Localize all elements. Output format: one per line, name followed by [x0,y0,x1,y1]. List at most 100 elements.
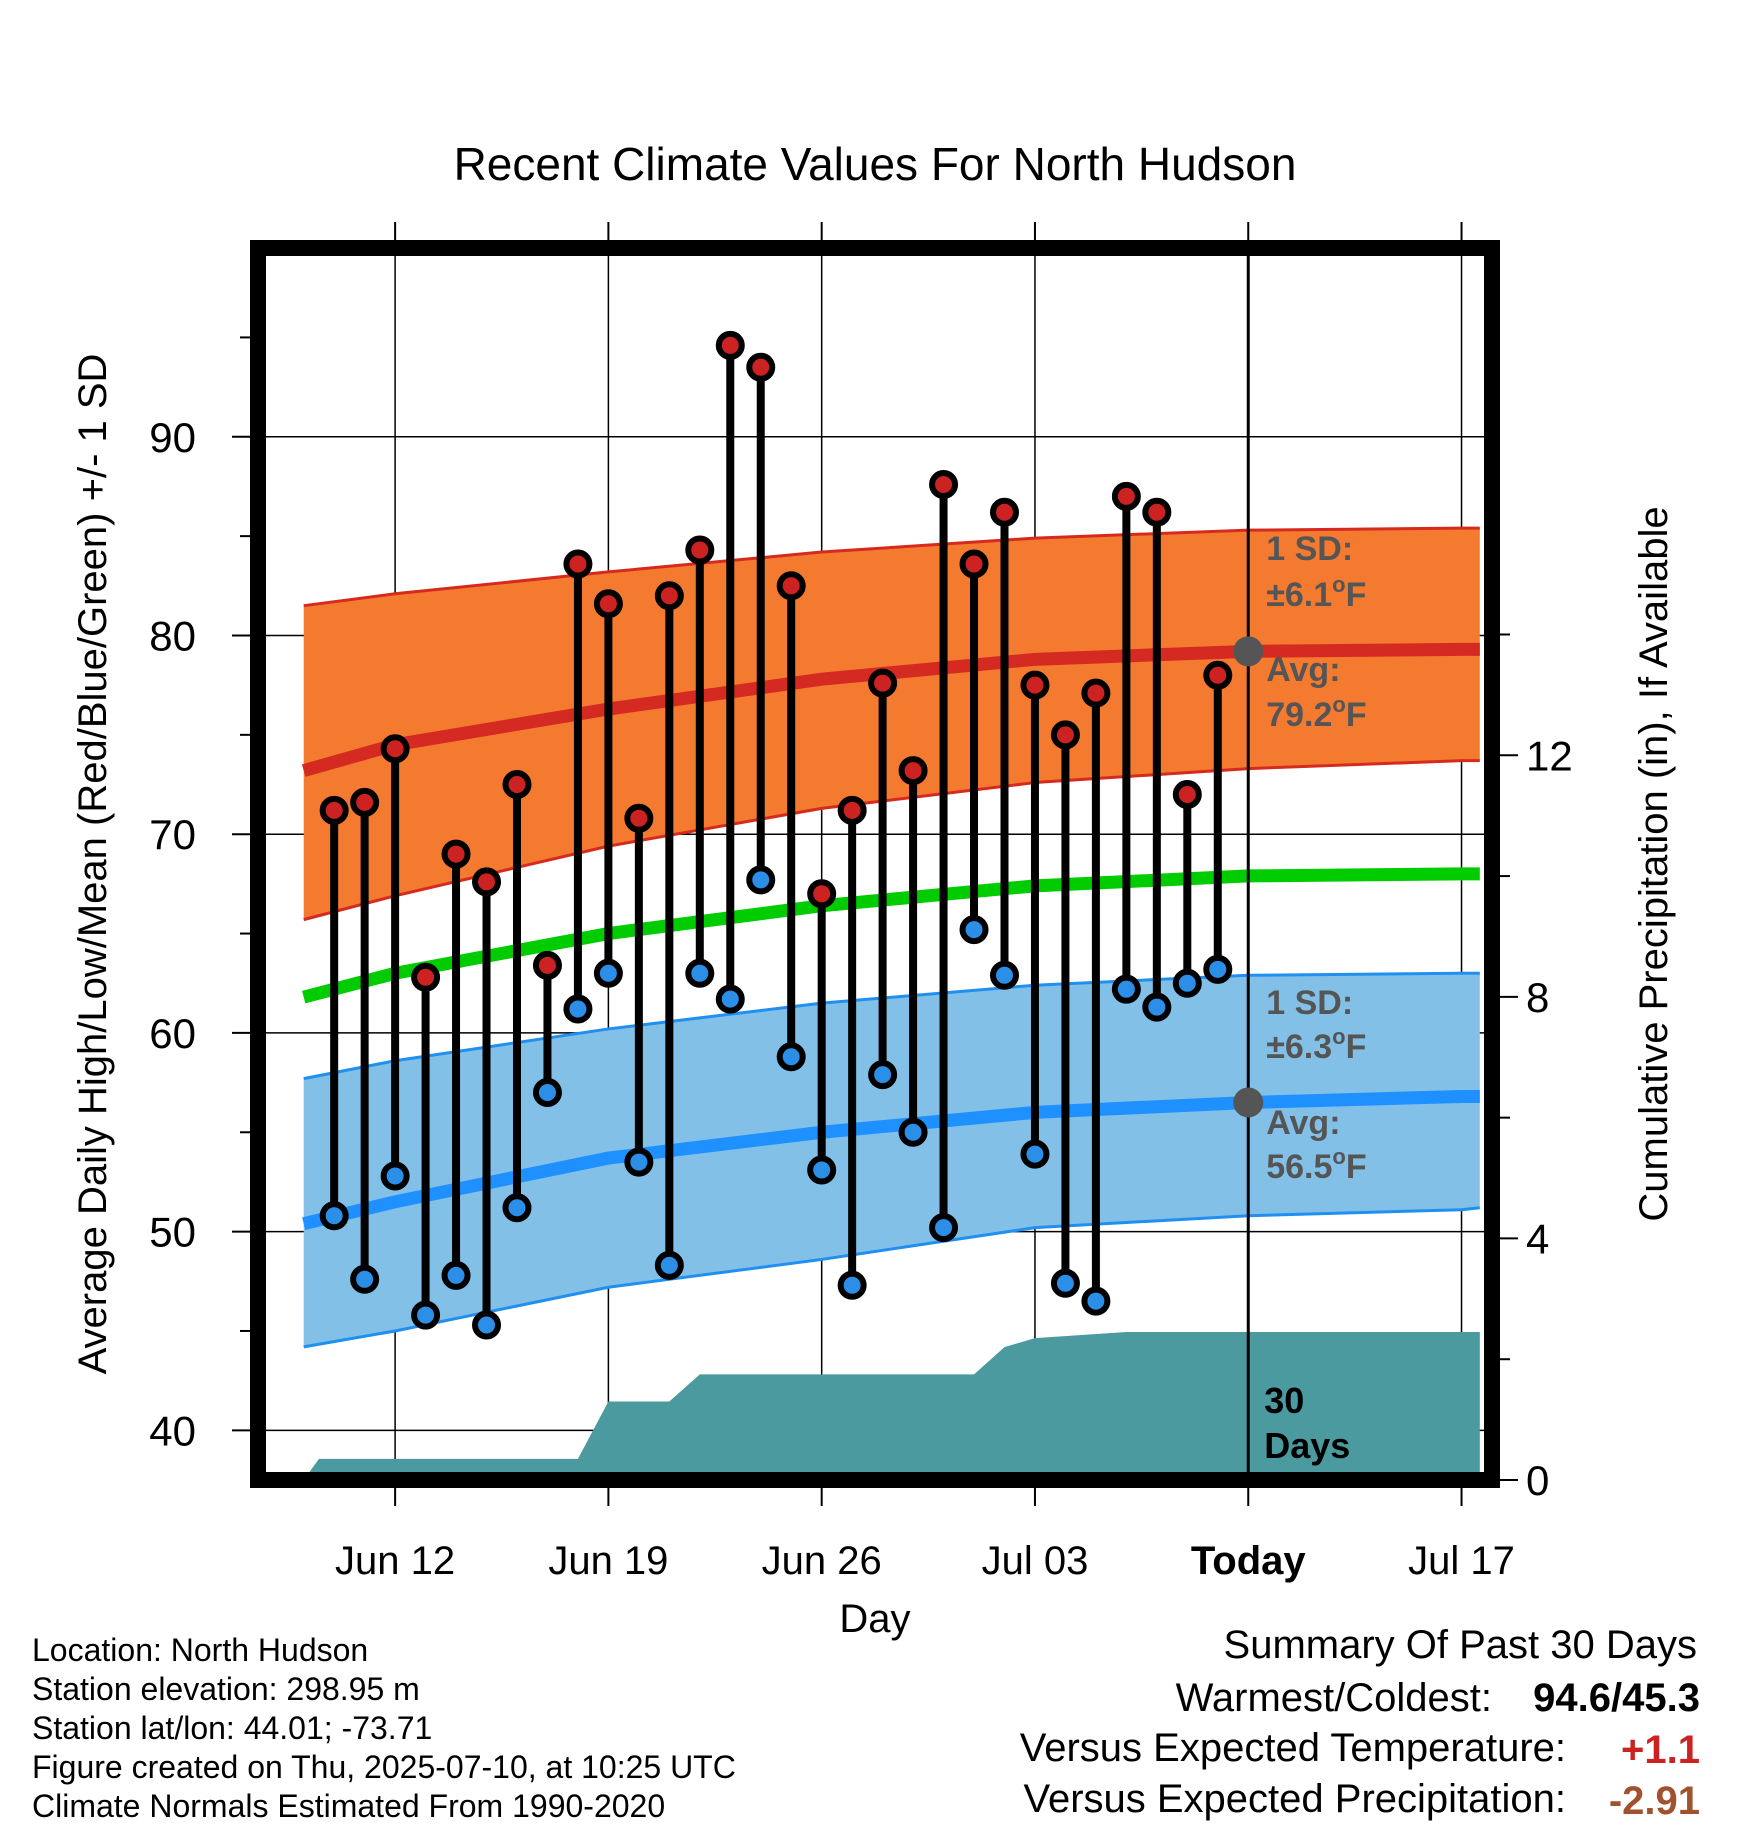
high-sd-label: 1 SD: [1266,530,1353,568]
high-point [776,571,806,601]
high-avg-value: 79.2oF [1266,692,1366,734]
low-point [1142,992,1172,1022]
low-point [837,1270,867,1300]
low-point [1081,1286,1111,1316]
latlon-text: Station lat/lon: 44.01; -73.71 [32,1710,432,1746]
high-point [563,549,593,579]
precip-anomaly-label: Versus Expected Precipitation: [1023,1777,1566,1821]
elevation-text: Station elevation: 298.95 m [32,1671,420,1707]
low-point [1111,974,1141,1004]
high-sd-band-upper-edge [303,526,1480,608]
low-point [776,1042,806,1072]
high-point [1142,497,1172,527]
high-point [1203,660,1233,690]
high-point [624,803,654,833]
low-point [1172,968,1202,998]
y-tick-label: 90 [149,414,196,461]
high-point [411,962,441,992]
x-tick-label: Jun 19 [548,1539,668,1583]
low-point [868,1060,898,1090]
high-point [929,469,959,499]
temp-anomaly-label: Versus Expected Temperature: [1020,1726,1566,1770]
normals-text: Climate Normals Estimated From 1990-2020 [32,1788,665,1824]
y2-tick-label: 4 [1526,1215,1549,1262]
low-point [350,1264,380,1294]
high-sd-value: ±6.1oF [1266,572,1366,614]
high-point [807,879,837,909]
normal-bands [301,526,1480,1349]
y2-tick-label: 0 [1526,1457,1549,1504]
y-tick-label: 70 [149,811,196,858]
low-point [1020,1139,1050,1169]
x-tick-label: Jun 12 [335,1539,455,1583]
high-point [532,950,562,980]
low-point [685,958,715,988]
x-tick-label: Today [1191,1539,1307,1583]
x-tick-label: Jul 17 [1408,1539,1515,1583]
warm-cold-value: 94.6/45.3 [1533,1676,1700,1720]
high-point [380,734,410,764]
created-text: Figure created on Thu, 2025-07-10, at 10… [32,1749,736,1785]
high-point [472,867,502,897]
low-point [807,1155,837,1185]
high-point [1172,779,1202,809]
low-point [593,958,623,988]
low-point [532,1078,562,1108]
high-normal-line [301,642,1480,777]
x-tick-label: Jun 26 [762,1539,882,1583]
low-point [624,1147,654,1177]
high-point [319,795,349,825]
low-point [441,1260,471,1290]
low-point [746,865,776,895]
y-tick-label: 40 [149,1407,196,1454]
daily-observations [319,330,1264,1340]
high-point [989,497,1019,527]
high-point [1020,670,1050,700]
y-tick-label: 80 [149,612,196,659]
precip-days-label: 30 [1264,1380,1304,1421]
low-point [929,1213,959,1243]
high-point [837,795,867,825]
low-avg-value: 56.5oF [1266,1144,1366,1186]
high-point [1111,481,1141,511]
high-point [593,589,623,619]
low-point [319,1201,349,1231]
precipitation-area [303,1332,1480,1480]
high-point [502,770,532,800]
high-point [685,535,715,565]
summary-panel: Summary Of Past 30 Days Warmest/Coldest:… [1020,1623,1700,1823]
location-text: Location: North Hudson [32,1632,368,1668]
y2-axis-label: Cumulative Precipitation (in), If Availa… [1632,506,1676,1221]
y2-tick-label: 8 [1526,974,1549,1021]
high-point [350,787,380,817]
plot-frame [250,240,1500,1488]
y-tick-label: 60 [149,1010,196,1057]
y-tick-label: 50 [149,1209,196,1256]
low-sd-band [303,973,1480,1347]
today-low-normal-dot [1233,1087,1264,1118]
low-sd-value: ±6.3oF [1266,1024,1366,1066]
low-sd-band-upper-edge [303,971,1480,1081]
low-point [1203,954,1233,984]
y-axis-label: Average Daily High/Low/Mean (Red/Blue/Gr… [71,354,115,1375]
high-point [959,549,989,579]
station-info: Location: North Hudson Station elevation… [32,1632,736,1824]
high-point [1081,678,1111,708]
high-point [654,581,684,611]
low-point [898,1117,928,1147]
high-point [1050,720,1080,750]
low-point [411,1300,441,1330]
chart-title: Recent Climate Values For North Hudson [454,138,1297,190]
low-point [380,1161,410,1191]
precip-anomaly-value: -2.91 [1609,1779,1700,1823]
low-avg-label: Avg: [1266,1104,1340,1142]
low-point [989,960,1019,990]
today-high-normal-dot [1233,636,1264,667]
high-point [746,352,776,382]
low-point [1050,1268,1080,1298]
summary-title: Summary Of Past 30 Days [1224,1623,1697,1667]
x-tick-label: Jul 03 [982,1539,1089,1583]
high-sd-band [303,528,1480,920]
low-point [472,1310,502,1340]
